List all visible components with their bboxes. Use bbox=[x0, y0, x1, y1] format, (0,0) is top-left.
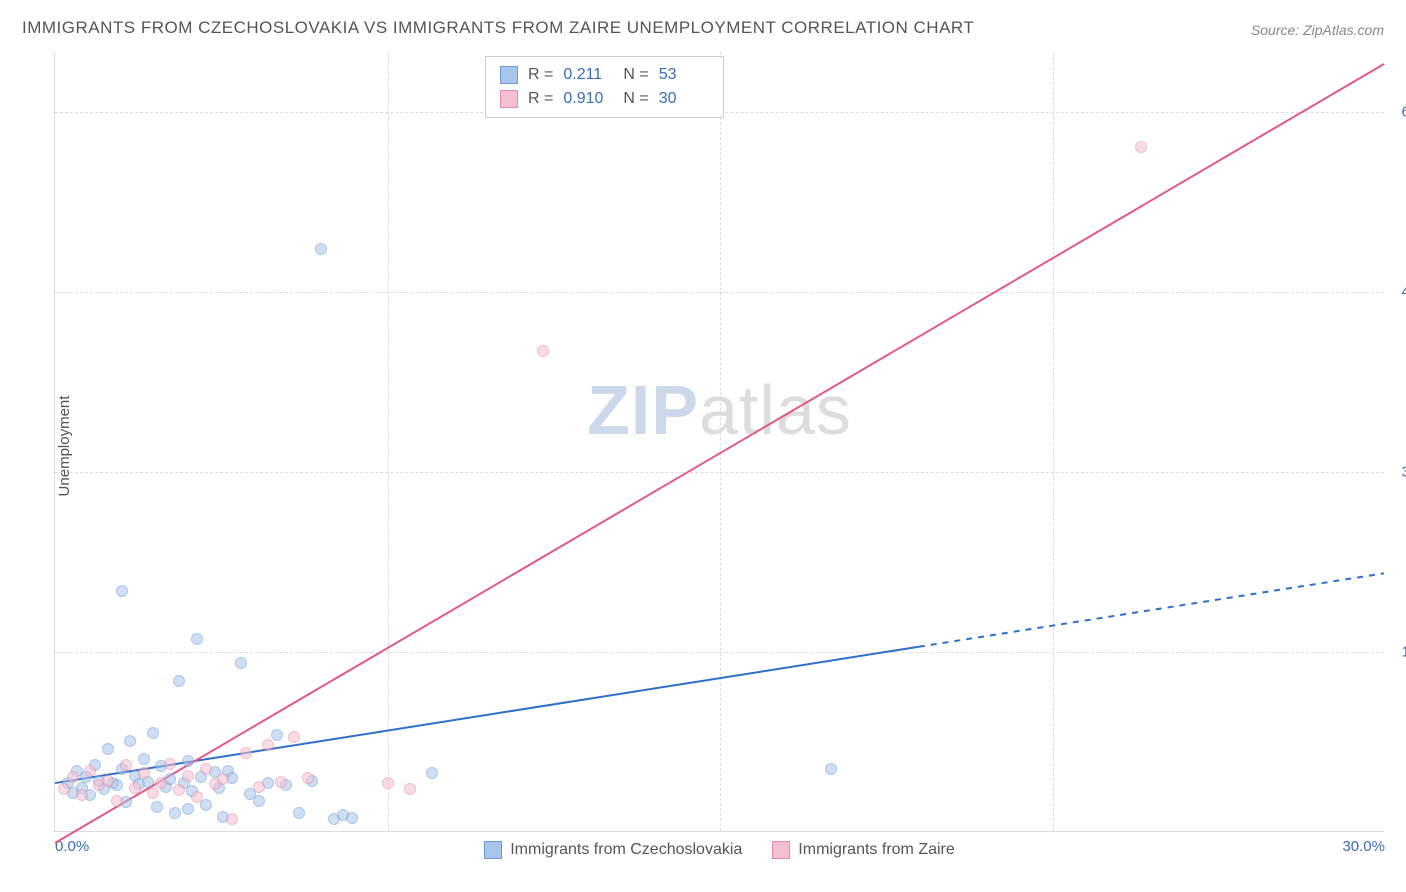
plot-area: ZIPatlas R =0.211N =53R =0.910N =30 Immi… bbox=[54, 52, 1384, 832]
scatter-point-zaire bbox=[226, 813, 238, 825]
scatter-point-czech bbox=[293, 807, 305, 819]
scatter-point-czech bbox=[253, 795, 265, 807]
scatter-point-zaire bbox=[120, 759, 132, 771]
scatter-point-czech bbox=[825, 763, 837, 775]
scatter-point-czech bbox=[147, 727, 159, 739]
scatter-point-zaire bbox=[200, 763, 212, 775]
scatter-point-czech bbox=[182, 755, 194, 767]
scatter-point-czech bbox=[315, 243, 327, 255]
scatter-point-zaire bbox=[58, 783, 70, 795]
series-swatch-czech bbox=[484, 841, 502, 859]
scatter-point-czech bbox=[102, 743, 114, 755]
scatter-point-czech bbox=[124, 735, 136, 747]
correlation-legend: R = 0.211 N = 53 R = 0.910 N = 30 bbox=[485, 56, 724, 118]
legend-n-value: 30 bbox=[659, 87, 709, 111]
legend-row-zaire: R = 0.910 N = 30 bbox=[500, 87, 709, 111]
scatter-point-zaire bbox=[84, 765, 96, 777]
scatter-point-zaire bbox=[138, 767, 150, 779]
scatter-point-czech bbox=[116, 585, 128, 597]
scatter-point-zaire bbox=[102, 775, 114, 787]
scatter-point-zaire bbox=[111, 795, 123, 807]
scatter-point-zaire bbox=[67, 771, 79, 783]
series-legend-item-czech: Immigrants from Czechoslovakia bbox=[484, 841, 742, 859]
source-name: ZipAtlas.com bbox=[1303, 22, 1384, 38]
legend-r-value: 0.211 bbox=[563, 63, 613, 87]
scatter-point-zaire bbox=[155, 777, 167, 789]
scatter-point-zaire bbox=[1135, 141, 1147, 153]
scatter-point-zaire bbox=[173, 784, 185, 796]
series-legend-item-zaire: Immigrants from Zaire bbox=[772, 841, 954, 859]
legend-n-label: N = bbox=[623, 63, 648, 87]
y-tick-label: 45.0% bbox=[1389, 284, 1406, 301]
scatter-point-zaire bbox=[129, 782, 141, 794]
legend-swatch-zaire bbox=[500, 90, 518, 108]
legend-r-label: R = bbox=[528, 87, 553, 111]
scatter-point-czech bbox=[169, 807, 181, 819]
scatter-point-zaire bbox=[253, 781, 265, 793]
scatter-point-zaire bbox=[240, 747, 252, 759]
y-tick-label: 30.0% bbox=[1389, 464, 1406, 481]
scatter-point-czech bbox=[426, 767, 438, 779]
source-prefix: Source: bbox=[1251, 22, 1303, 38]
legend-n-label: N = bbox=[623, 87, 648, 111]
trendline-zaire bbox=[55, 64, 1384, 843]
series-legend: Immigrants from Czechoslovakia Immigrants… bbox=[55, 841, 1384, 859]
trendline-dashed-czech bbox=[919, 573, 1384, 646]
scatter-point-zaire bbox=[404, 783, 416, 795]
scatter-point-czech bbox=[235, 657, 247, 669]
series-label: Immigrants from Czechoslovakia bbox=[510, 841, 742, 859]
trend-lines-svg bbox=[55, 52, 1384, 831]
legend-n-value: 53 bbox=[659, 63, 709, 87]
scatter-point-zaire bbox=[302, 772, 314, 784]
scatter-point-czech bbox=[191, 633, 203, 645]
scatter-point-zaire bbox=[262, 739, 274, 751]
scatter-point-zaire bbox=[164, 758, 176, 770]
scatter-point-zaire bbox=[182, 770, 194, 782]
scatter-point-czech bbox=[138, 753, 150, 765]
scatter-point-zaire bbox=[191, 791, 203, 803]
scatter-point-czech bbox=[182, 803, 194, 815]
legend-row-czech: R = 0.211 N = 53 bbox=[500, 63, 709, 87]
y-tick-label: 15.0% bbox=[1389, 644, 1406, 661]
scatter-point-zaire bbox=[382, 777, 394, 789]
scatter-point-zaire bbox=[275, 776, 287, 788]
scatter-point-zaire bbox=[217, 773, 229, 785]
scatter-point-zaire bbox=[76, 789, 88, 801]
scatter-point-czech bbox=[346, 812, 358, 824]
scatter-point-czech bbox=[151, 801, 163, 813]
scatter-point-zaire bbox=[147, 787, 159, 799]
scatter-point-czech bbox=[173, 675, 185, 687]
legend-swatch-czech bbox=[500, 66, 518, 84]
series-swatch-zaire bbox=[772, 841, 790, 859]
legend-r-value: 0.910 bbox=[563, 87, 613, 111]
legend-r-label: R = bbox=[528, 63, 553, 87]
x-tick-label: 30.0% bbox=[1342, 838, 1385, 855]
series-label: Immigrants from Zaire bbox=[798, 841, 954, 859]
y-tick-label: 60.0% bbox=[1389, 104, 1406, 121]
source-attribution: Source: ZipAtlas.com bbox=[1251, 22, 1384, 38]
chart-title: IMMIGRANTS FROM CZECHOSLOVAKIA VS IMMIGR… bbox=[22, 18, 974, 38]
scatter-point-zaire bbox=[537, 345, 549, 357]
scatter-point-zaire bbox=[288, 731, 300, 743]
scatter-point-czech bbox=[271, 729, 283, 741]
